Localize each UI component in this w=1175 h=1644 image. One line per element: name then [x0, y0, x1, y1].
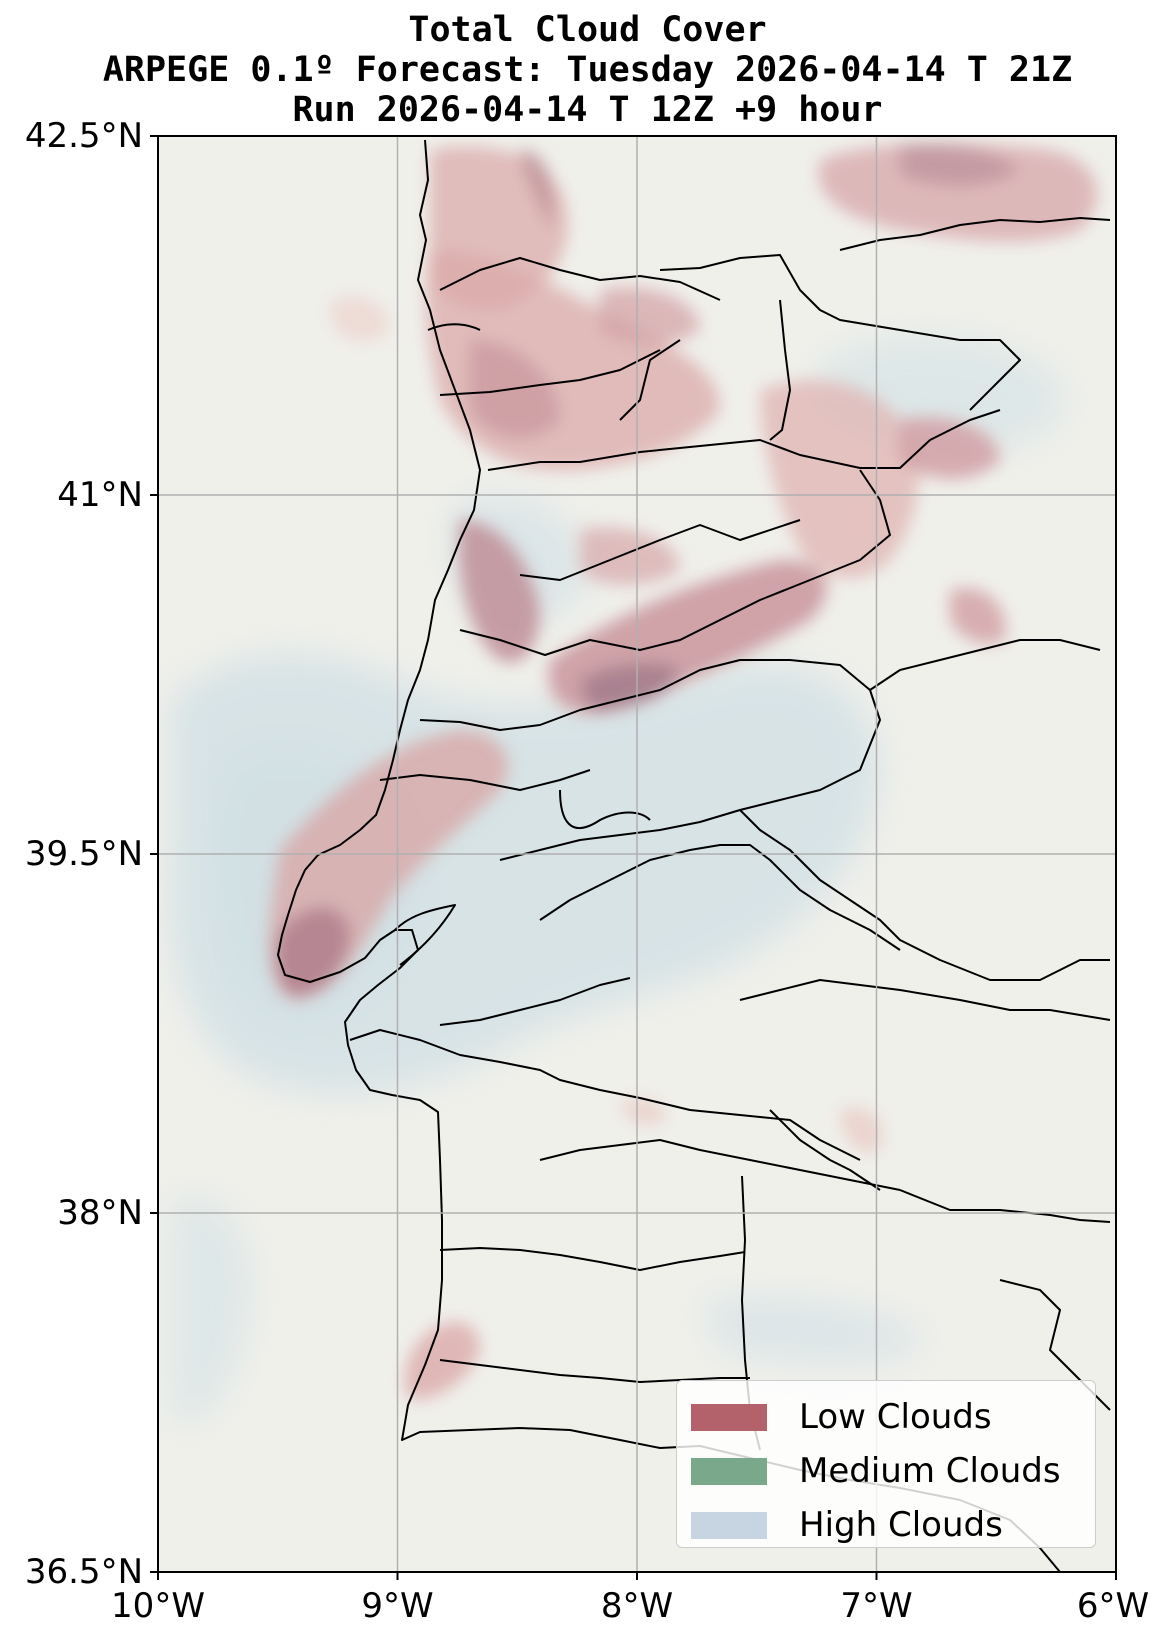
y-tick-label: 41°N	[57, 475, 143, 515]
legend-item-medium-clouds: Medium Clouds	[691, 1451, 1061, 1491]
y-tick-label: 36.5°N	[24, 1552, 143, 1592]
legend-item-high-clouds: High Clouds	[691, 1505, 1003, 1545]
x-tick-label: 9°W	[361, 1586, 434, 1626]
y-tick-label: 42.5°N	[24, 116, 143, 156]
legend-item-low-clouds: Low Clouds	[691, 1397, 992, 1437]
graticule	[158, 136, 1116, 1572]
legend-label: Medium Clouds	[799, 1451, 1061, 1491]
legend-label: Low Clouds	[799, 1397, 992, 1437]
y-tick-label: 38°N	[57, 1193, 143, 1233]
low-clouds-swatch	[691, 1403, 767, 1431]
x-tick-label: 7°W	[840, 1586, 913, 1626]
border-north-1	[439, 257, 721, 301]
x-tick-label: 10°W	[111, 1586, 205, 1626]
run-subtitle: Run 2026-04-14 T 12Z +9 hour	[292, 90, 883, 130]
medium-clouds-swatch	[691, 1457, 767, 1485]
x-tick-label: 6°W	[1076, 1586, 1150, 1626]
high-clouds-swatch	[691, 1511, 767, 1539]
legend-label: High Clouds	[799, 1505, 1003, 1545]
y-tick-label: 39.5°N	[24, 834, 143, 874]
low-cloud-field	[269, 143, 1097, 1400]
tagus-estuary	[394, 904, 456, 966]
x-tick-label: 8°W	[600, 1586, 674, 1626]
legend: Low Clouds Medium Clouds High Clouds	[676, 1380, 1096, 1548]
forecast-subtitle: ARPEGE 0.1º Forecast: Tuesday 2026-04-14…	[102, 50, 1073, 90]
map-title: Total Cloud Cover	[408, 10, 767, 50]
